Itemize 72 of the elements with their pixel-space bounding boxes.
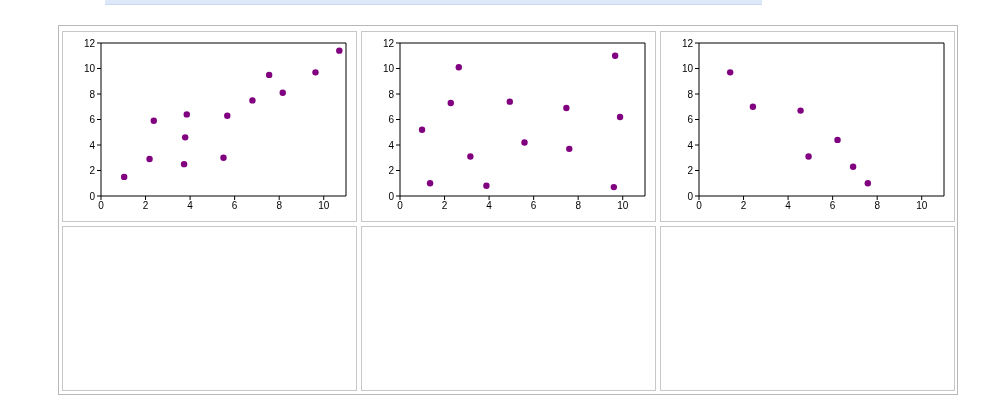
x-tick-label: 2 [142,200,149,212]
y-tick-label: 8 [687,88,694,100]
point [805,153,812,160]
point [566,145,573,153]
point [834,136,841,144]
point [183,111,190,118]
y-tick-label: 2 [687,165,694,177]
point [426,180,434,187]
y-tick-label: 2 [89,165,96,177]
point [249,97,256,104]
point [120,173,128,181]
point [726,69,734,76]
point [455,64,462,71]
point [224,112,231,119]
x-tick-label: 6 [829,200,836,212]
y-tick-label: 0 [687,190,694,202]
point [849,163,857,170]
x-tick-label: 0 [397,200,404,212]
x-tick-label: 8 [874,200,881,212]
point [483,182,490,189]
point [336,47,343,54]
y-tick-label: 10 [681,63,694,75]
point [467,153,474,160]
point [797,107,804,114]
x-tick-label: 0 [98,200,105,212]
point [447,99,454,107]
y-tick-label: 12 [382,37,395,49]
y-tick-label: 6 [687,114,694,126]
x-tick-label: 4 [187,200,194,212]
x-tick-label: 2 [740,200,747,212]
x-tick-label: 4 [486,200,493,212]
point [610,183,618,191]
x-tick-label: 8 [276,200,283,212]
y-tick-label: 12 [83,37,96,49]
x-tick-label: 8 [575,200,582,212]
point [181,134,189,141]
y-tick-label: 12 [681,37,694,49]
x-tick-label: 10 [318,200,330,212]
y-tick-label: 8 [89,88,96,100]
y-tick-label: 4 [89,139,96,151]
point [180,160,188,168]
point [506,98,514,105]
x-tick-label: 2 [441,200,448,212]
x-tick-label: 6 [530,200,537,212]
y-tick-label: 4 [687,139,694,151]
y-tick-label: 0 [89,190,96,202]
y-tick-label: 8 [388,88,395,100]
point [611,52,619,59]
y-tick-label: 6 [388,114,395,126]
point [418,126,426,133]
y-tick-label: 10 [382,63,395,75]
x-tick-label: 0 [696,200,703,212]
x-tick-label: 10 [617,200,629,212]
point [521,139,528,146]
y-tick-label: 2 [388,165,395,177]
point [616,113,624,121]
point [150,117,157,124]
point [864,180,872,187]
point [265,71,273,79]
y-tick-label: 0 [388,190,395,202]
y-tick-label: 6 [89,114,96,126]
x-tick-label: 6 [231,200,238,212]
point [563,104,570,112]
y-tick-label: 4 [388,139,395,151]
point [146,155,153,163]
point [279,89,286,96]
x-tick-label: 10 [916,200,928,212]
y-tick-label: 10 [83,63,96,75]
point [220,154,227,161]
point [749,103,757,110]
x-tick-label: 4 [785,200,792,212]
point [312,69,319,76]
